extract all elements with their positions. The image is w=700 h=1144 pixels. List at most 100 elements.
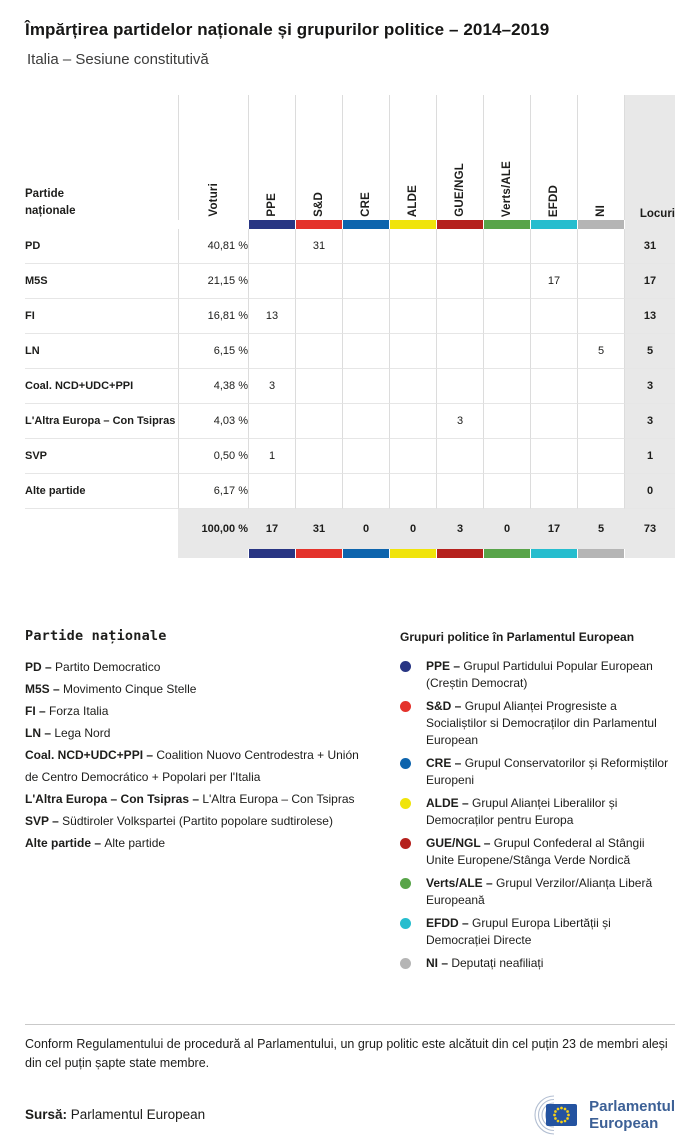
group-seats-cell-cre bbox=[342, 229, 389, 264]
bottom-bar: Sursă: Parlamentul European bbox=[25, 1094, 675, 1136]
party-column-header-label: Partide naționale bbox=[25, 187, 76, 217]
group-seats-cell-efdd bbox=[530, 439, 577, 474]
procedure-note: Conform Regulamentului de procedură al P… bbox=[25, 1037, 668, 1071]
party-name-cell: M5S bbox=[25, 264, 178, 299]
page-subtitle: Italia – Sesiune constitutivă bbox=[27, 51, 209, 68]
totals-group-seats-cell-ni: 5 bbox=[577, 509, 624, 549]
totals-group-seats-cell-verts-ale: 0 bbox=[483, 509, 530, 549]
party-abbr: SVP – bbox=[25, 814, 63, 828]
group-seats-cell-ppe bbox=[248, 264, 295, 299]
group-seats-cell-alde bbox=[389, 474, 436, 509]
group-column-header-efdd: EFDD bbox=[530, 95, 577, 220]
group-seats-cell-cre bbox=[342, 439, 389, 474]
group-seats-cell-alde bbox=[389, 299, 436, 334]
group-color-bar-sd bbox=[295, 549, 342, 558]
party-legend-item: L'Altra Europa – Con Tsipras – L'Altra E… bbox=[25, 788, 372, 810]
group-seats-cell-alde bbox=[389, 369, 436, 404]
party-legend-item: LN – Lega Nord bbox=[25, 722, 372, 744]
group-abbr: Verts/ALE – bbox=[426, 876, 497, 890]
group-seats-cell-ppe bbox=[248, 334, 295, 369]
group-legend-item: ALDE – Grupul Alianței Liberalilor și De… bbox=[400, 795, 675, 829]
group-seats-cell-alde bbox=[389, 439, 436, 474]
group-seats-cell-ni bbox=[577, 369, 624, 404]
group-seats-cell-sd bbox=[295, 404, 342, 439]
party-legend-item: SVP – Südtiroler Volkspartei (Partito po… bbox=[25, 810, 372, 832]
group-seats-cell-verts-ale bbox=[483, 369, 530, 404]
group-full-name: Grupul Alianței Progresiste a Socialiști… bbox=[426, 699, 657, 747]
ep-logo-graphic bbox=[534, 1095, 578, 1135]
group-color-bar-alde bbox=[389, 549, 436, 558]
group-seats-cell-alde bbox=[389, 334, 436, 369]
totals-row: 100,00 % 17 31 0 0 3 0 17 5 73 bbox=[25, 509, 675, 549]
group-legend-text: CRE – Grupul Conservatorilor și Reformiș… bbox=[426, 755, 675, 789]
votes-cell: 16,81 % bbox=[178, 299, 248, 334]
group-column-header-label: PPE bbox=[266, 193, 278, 217]
party-full-name: Alte partide bbox=[104, 836, 166, 850]
legends-section: Partide naționale PD – Partito Democrati… bbox=[25, 628, 675, 978]
group-seats-cell-efdd bbox=[530, 334, 577, 369]
group-legend-item: CRE – Grupul Conservatorilor și Reformiș… bbox=[400, 755, 675, 789]
group-full-name: Grupul Confederal al Stângii Unite Europ… bbox=[426, 836, 645, 867]
group-seats-cell-verts-ale bbox=[483, 404, 530, 439]
group-seats-cell-sd bbox=[295, 334, 342, 369]
party-name-cell: PD bbox=[25, 229, 178, 264]
group-color-dot bbox=[400, 798, 411, 809]
party-name-cell: Coal. NCD+UDC+PPI bbox=[25, 369, 178, 404]
group-seats-cell-ppe: 13 bbox=[248, 299, 295, 334]
group-abbr: EFDD – bbox=[426, 916, 473, 930]
source-text: Parlamentul European bbox=[70, 1107, 206, 1123]
group-color-bar-verts-ale bbox=[483, 549, 530, 558]
group-seats-cell-efdd bbox=[530, 369, 577, 404]
group-seats-cell-verts-ale bbox=[483, 474, 530, 509]
votes-cell: 6,15 % bbox=[178, 334, 248, 369]
party-name-cell: LN bbox=[25, 334, 178, 369]
totals-votes-cell: 100,00 % bbox=[178, 509, 248, 549]
group-column-header-alde: ALDE bbox=[389, 95, 436, 220]
group-legend-item: Verts/ALE – Grupul Verzilor/Alianța Libe… bbox=[400, 875, 675, 909]
totals-group-seats-cell-cre: 0 bbox=[342, 509, 389, 549]
totals-group-seats-cell-efdd: 17 bbox=[530, 509, 577, 549]
group-seats-cell-alde bbox=[389, 404, 436, 439]
group-column-header-label: GUE/NGL bbox=[454, 163, 466, 217]
group-color-bar-ppe bbox=[248, 220, 295, 229]
legend-parties-heading: Partide naționale bbox=[25, 628, 167, 644]
group-color-bar-sd bbox=[295, 220, 342, 229]
party-full-name: Forza Italia bbox=[49, 704, 109, 718]
legend-parties: Partide naționale PD – Partito Democrati… bbox=[25, 628, 400, 978]
group-seats-cell-ni bbox=[577, 404, 624, 439]
group-seats-cell-ppe bbox=[248, 404, 295, 439]
party-legend-item: Coal. NCD+UDC+PPI – Coalition Nuovo Cent… bbox=[25, 744, 372, 788]
group-full-name: Grupul Europa Libertății și Democrației … bbox=[426, 916, 611, 947]
group-color-dot bbox=[400, 918, 411, 929]
seats-total-cell: 5 bbox=[624, 334, 675, 369]
party-name-cell: L'Altra Europa – Con Tsipras bbox=[25, 404, 178, 439]
group-legend-item: S&D – Grupul Alianței Progresiste a Soci… bbox=[400, 698, 675, 749]
group-seats-cell-efdd bbox=[530, 299, 577, 334]
group-color-bar-cre bbox=[342, 549, 389, 558]
seats-total-cell: 31 bbox=[624, 229, 675, 264]
party-full-name: Südtiroler Volkspartei (Partito popolare… bbox=[62, 814, 333, 828]
group-seats-cell-cre bbox=[342, 404, 389, 439]
group-column-header-verts-ale: Verts/ALE bbox=[483, 95, 530, 220]
seats-table: Partide naționale Voturi PPE S&D CRE ALDE GUE/… bbox=[25, 95, 675, 558]
ep-logo-wordmark: Parlamentul European bbox=[589, 1098, 675, 1133]
party-abbr: PD – bbox=[25, 660, 56, 674]
group-color-bar-row bbox=[25, 549, 675, 558]
table-header-row: Partide naționale Voturi PPE S&D CRE ALDE GUE/… bbox=[25, 95, 675, 220]
votes-column-header-label: Voturi bbox=[207, 183, 220, 217]
seats-total-cell: 13 bbox=[624, 299, 675, 334]
group-abbr: CRE – bbox=[426, 756, 465, 770]
group-seats-cell-gue-ngl bbox=[436, 229, 483, 264]
group-abbr: PPE – bbox=[426, 659, 464, 673]
legend-groups: Grupuri politice în Parlamentul European… bbox=[400, 628, 675, 978]
party-abbr: M5S – bbox=[25, 682, 64, 696]
party-row: Alte partide 6,17 % 0 bbox=[25, 474, 675, 509]
party-abbr: Coal. NCD+UDC+PPI – bbox=[25, 748, 157, 762]
group-color-bar-gue-ngl bbox=[436, 220, 483, 229]
seats-bar-spacer bbox=[624, 549, 675, 558]
group-column-header-label: Verts/ALE bbox=[501, 160, 513, 217]
group-full-name: Grupul Conservatorilor și Reformiștilor … bbox=[426, 756, 669, 787]
party-legend-item: FI – Forza Italia bbox=[25, 700, 372, 722]
group-seats-cell-cre bbox=[342, 474, 389, 509]
group-seats-cell-sd bbox=[295, 299, 342, 334]
